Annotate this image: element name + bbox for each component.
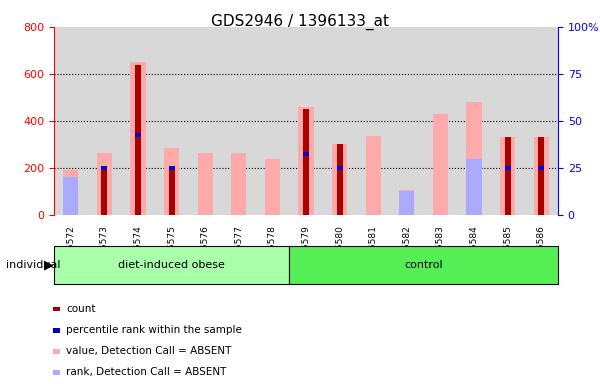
Bar xyxy=(399,190,415,215)
Text: diet-induced obese: diet-induced obese xyxy=(118,260,225,270)
Bar xyxy=(197,153,213,215)
Bar xyxy=(505,137,511,215)
Bar xyxy=(130,62,146,215)
Bar xyxy=(54,246,289,284)
Bar xyxy=(365,136,381,215)
Bar xyxy=(289,246,558,284)
Text: value, Detection Call = ABSENT: value, Detection Call = ABSENT xyxy=(66,346,232,356)
Bar xyxy=(101,166,107,170)
Text: count: count xyxy=(66,304,95,314)
Bar xyxy=(332,144,347,215)
Bar xyxy=(164,148,179,215)
Bar xyxy=(169,168,175,215)
Text: percentile rank within the sample: percentile rank within the sample xyxy=(66,325,242,335)
Bar xyxy=(135,133,141,137)
Bar xyxy=(433,114,448,215)
Bar xyxy=(538,137,544,215)
Bar xyxy=(505,166,511,170)
Bar xyxy=(337,166,343,170)
Bar xyxy=(538,166,544,170)
Bar xyxy=(231,153,247,215)
Bar xyxy=(63,170,79,215)
Text: rank, Detection Call = ABSENT: rank, Detection Call = ABSENT xyxy=(66,367,226,377)
Bar xyxy=(533,137,549,215)
Bar xyxy=(466,159,482,215)
Bar xyxy=(169,166,175,170)
Bar xyxy=(500,137,515,215)
Bar xyxy=(101,168,107,215)
Bar xyxy=(337,144,343,215)
Bar xyxy=(97,153,112,215)
Bar xyxy=(466,102,482,215)
Bar xyxy=(135,65,141,215)
Bar xyxy=(303,152,309,156)
Bar xyxy=(265,159,280,215)
Text: GDS2946 / 1396133_at: GDS2946 / 1396133_at xyxy=(211,13,389,30)
Text: control: control xyxy=(404,260,443,270)
Bar xyxy=(303,109,309,215)
Bar xyxy=(399,190,415,215)
Bar xyxy=(63,177,79,215)
Bar xyxy=(298,107,314,215)
Text: individual: individual xyxy=(6,260,61,270)
Text: ▶: ▶ xyxy=(44,258,53,271)
